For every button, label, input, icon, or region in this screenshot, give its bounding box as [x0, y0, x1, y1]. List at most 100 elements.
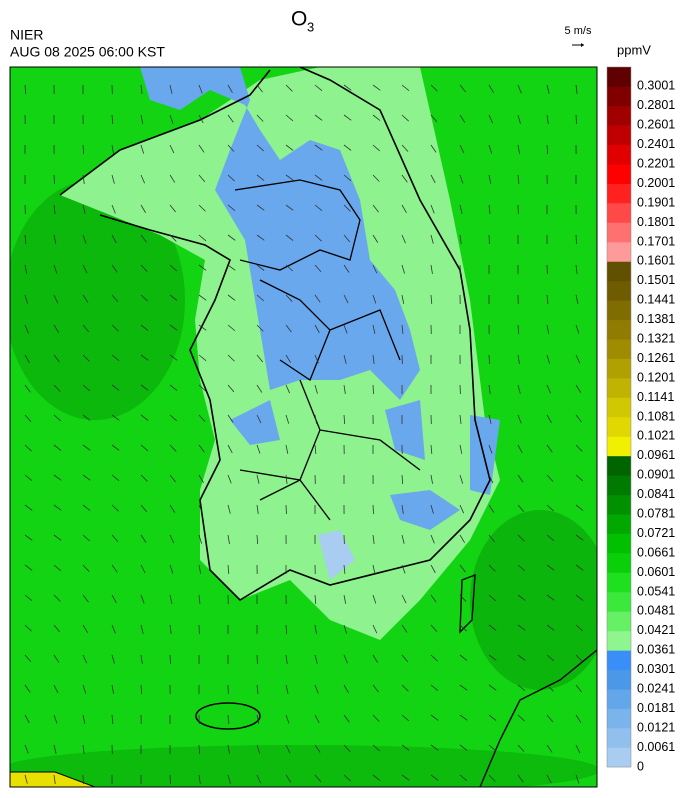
colorbar-label: 0.2201	[637, 157, 675, 171]
colorbar-swatch	[607, 708, 631, 729]
wind-arrow	[372, 384, 374, 395]
wind-arrow	[343, 114, 352, 121]
colorbar-swatch	[607, 319, 631, 340]
wind-arrow	[517, 624, 526, 631]
wind-arrow	[24, 504, 33, 511]
wind-arrow	[285, 714, 290, 724]
wind-arrow	[256, 174, 265, 181]
wind-arrow	[546, 654, 555, 662]
wind-arrow	[285, 264, 293, 272]
wind-arrow	[111, 354, 120, 362]
wind-arrow	[546, 714, 554, 723]
wind-arrow	[169, 174, 176, 183]
wind-arrow	[140, 294, 148, 302]
wind-scale-label: 5 m/s	[565, 25, 592, 37]
wind-arrow	[82, 714, 86, 724]
wind-arrow	[24, 654, 32, 663]
wind-arrow	[488, 144, 493, 154]
wind-arrow	[517, 534, 525, 542]
wind-arrow	[53, 774, 56, 784]
wind-arrow	[430, 594, 437, 603]
wind-arrow	[343, 414, 346, 425]
wind-arrow	[459, 444, 463, 454]
wind-arrow	[546, 684, 554, 692]
wind-arrow	[227, 174, 235, 182]
wind-arrow	[314, 294, 321, 303]
wind-arrow	[169, 324, 178, 331]
wind-arrow	[285, 354, 291, 363]
wind-arrow	[459, 534, 465, 543]
colorbar-label: 0.1441	[637, 293, 675, 307]
wind-arrow	[575, 744, 581, 754]
wind-arrow	[314, 744, 321, 753]
wind-arrow	[24, 354, 30, 364]
wind-arrow	[372, 354, 375, 364]
wind-arrow	[198, 474, 204, 483]
wind-arrow	[24, 774, 28, 784]
colorbar-swatch	[607, 747, 631, 768]
wind-arrow	[459, 414, 462, 424]
wind-arrow	[343, 234, 351, 243]
wind-arrow	[111, 474, 120, 481]
wind-arrow	[343, 354, 347, 364]
japan-coastline	[479, 649, 597, 787]
wind-arrow	[111, 594, 117, 604]
wind-arrow	[401, 654, 409, 663]
wind-arrow	[285, 114, 294, 122]
wind-arrow	[24, 594, 33, 602]
wind-arrow	[575, 414, 582, 423]
wind-arrow	[343, 744, 351, 752]
colorbar-swatch	[607, 203, 631, 223]
wind-arrow	[314, 624, 317, 634]
wind-arrow	[314, 594, 317, 605]
wind-arrow	[372, 624, 378, 634]
wind-arrow	[372, 504, 374, 515]
wind-arrow	[82, 204, 86, 214]
wind-arrow	[372, 204, 379, 213]
colorbar-swatch	[607, 183, 631, 204]
wind-arrow	[82, 384, 91, 392]
colorbar-swatch	[607, 436, 631, 457]
colorbar-swatch	[607, 475, 631, 496]
colorbar-label: 0.0961	[637, 448, 675, 462]
wind-arrow	[314, 714, 320, 724]
wind-arrow	[53, 414, 61, 422]
colorbar-swatch	[607, 164, 631, 184]
wind-arrow	[430, 234, 434, 244]
wind-arrow	[343, 594, 347, 604]
wind-arrow	[401, 774, 410, 781]
wind-arrow	[546, 474, 554, 482]
wind-arrow	[488, 384, 491, 394]
wind-arrow	[459, 174, 464, 184]
wind-arrow	[227, 564, 230, 575]
colorbar-label: 0.1261	[637, 351, 675, 365]
wind-arrow	[256, 114, 264, 122]
colorbar-swatch	[607, 378, 631, 398]
wind-arrow	[430, 444, 433, 454]
wind-arrow	[343, 714, 350, 723]
wind-arrow	[82, 234, 87, 244]
wind-arrow	[169, 444, 177, 452]
wind-arrow	[430, 174, 436, 184]
colorbar-swatch	[607, 514, 631, 534]
wind-arrow	[488, 744, 497, 752]
wind-arrow	[430, 774, 439, 781]
wind-arrow	[140, 174, 146, 184]
wind-arrow	[198, 84, 203, 94]
wind-arrow	[459, 564, 466, 573]
wind-arrow	[517, 774, 524, 783]
wind-arrow	[256, 324, 264, 332]
wind-arrow	[227, 84, 233, 94]
wind-arrow	[372, 114, 381, 121]
wind-arrow	[488, 774, 496, 782]
wind-arrow	[140, 414, 149, 421]
wind-arrow	[430, 624, 438, 632]
wind-arrow	[430, 474, 433, 484]
wind-arrow	[372, 564, 376, 574]
colorbar-label: 0.0181	[637, 701, 675, 715]
wind-arrow	[517, 414, 522, 424]
wind-arrow	[343, 84, 352, 91]
wind-scale-arrowhead	[581, 43, 584, 47]
wind-arrow	[24, 714, 30, 724]
wind-arrow	[169, 624, 172, 634]
